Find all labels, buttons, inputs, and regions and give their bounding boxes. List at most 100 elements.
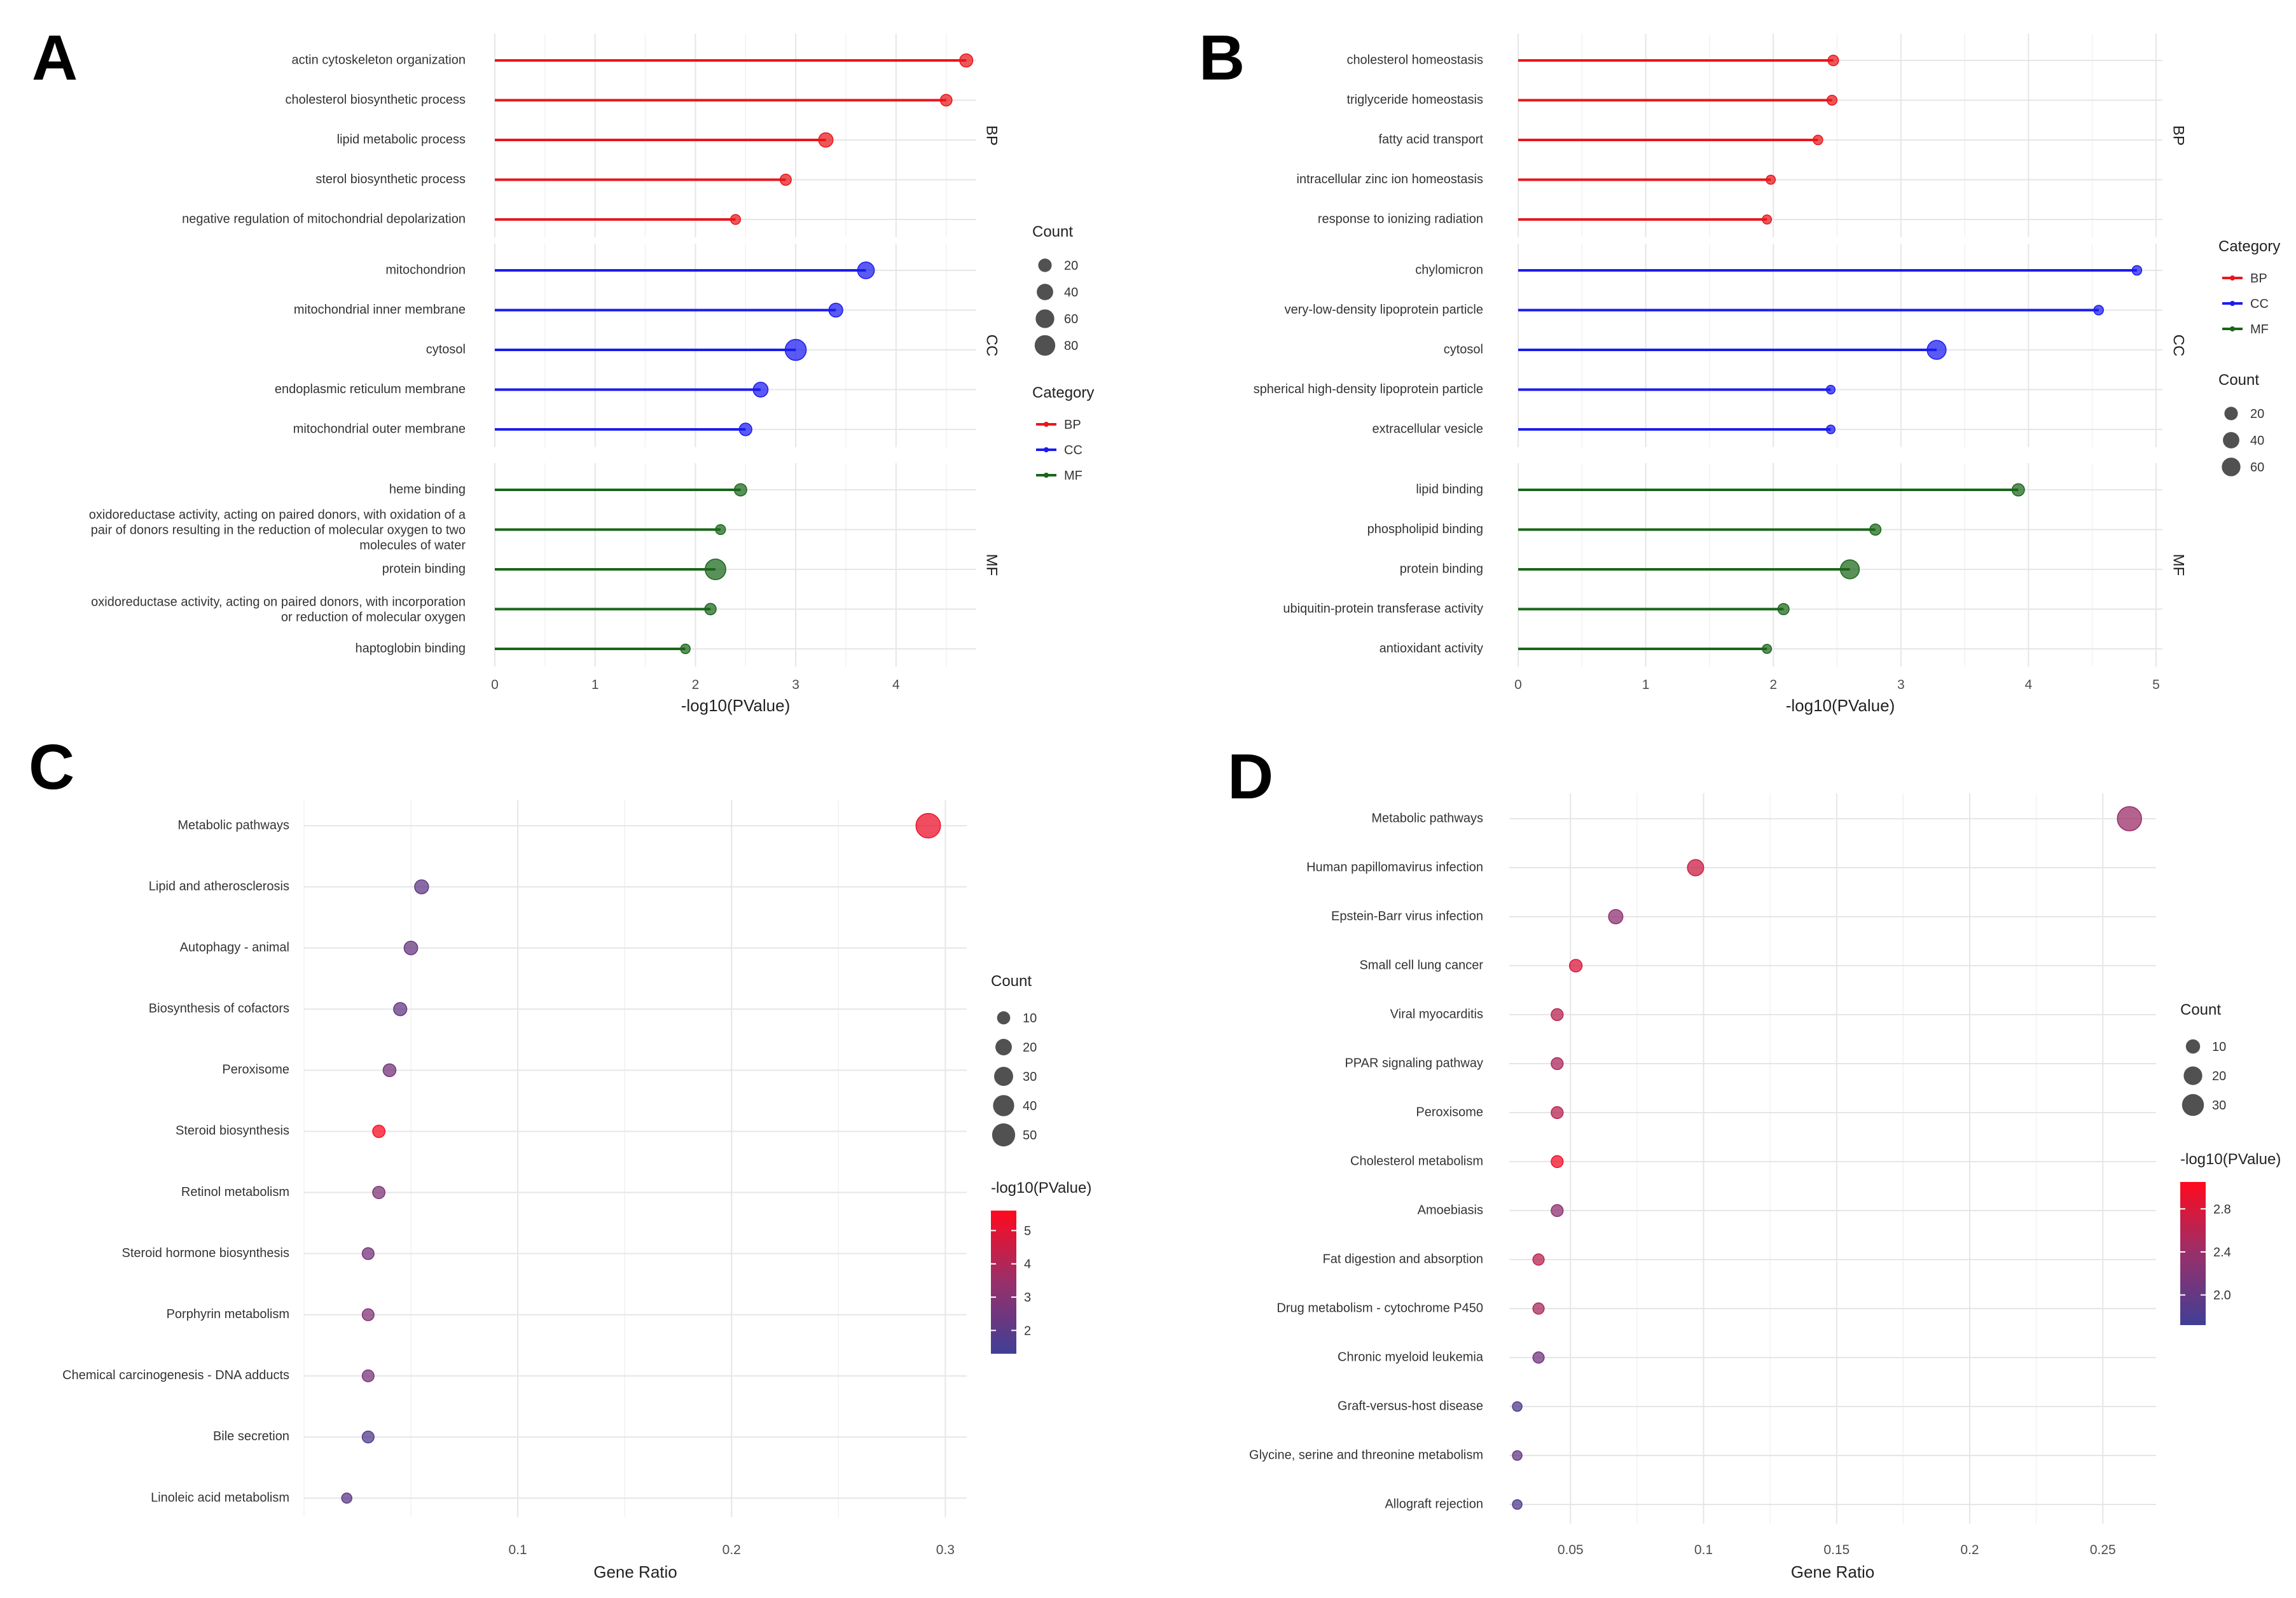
x-tick-label: 0.2 bbox=[1960, 1543, 1979, 1557]
panel-label: C bbox=[29, 732, 74, 803]
term-label-phospholipid-binding: phospholipid binding bbox=[1367, 522, 1483, 536]
term-label-steroid-biosynthesis: Steroid biosynthesis bbox=[176, 1124, 289, 1138]
facet-mf: MF lipid binding phospholipid binding prote… bbox=[1283, 463, 2187, 667]
dot-biosynthesis-of-cofactors bbox=[393, 1002, 408, 1017]
count-legend-key bbox=[1038, 258, 1052, 272]
panel-a-go-lollipop: A BP actin cytoskeleton organization choles… bbox=[32, 22, 1094, 715]
term-label-extracellular-vesicle: extracellular vesicle bbox=[1372, 422, 1483, 436]
lollipop-point-cholesterol-homeostasis bbox=[1827, 54, 1839, 67]
dot-peroxisome bbox=[1551, 1106, 1564, 1120]
x-axis-title: -log10(PValue) bbox=[1786, 696, 1895, 715]
term-label-endoplasmic-reticulum-membrane: endoplasmic reticulum membrane bbox=[275, 382, 466, 396]
lollipop-point-mitochondrial-outer-membrane bbox=[738, 422, 752, 436]
term-label-mitochondrial-outer-membrane: mitochondrial outer membrane bbox=[293, 422, 466, 436]
count-legend-key bbox=[1035, 309, 1055, 328]
x-axis-title: Gene Ratio bbox=[1791, 1562, 1875, 1581]
category-legend-label: BP bbox=[2250, 272, 2267, 286]
x-tick-label: 0.1 bbox=[509, 1543, 527, 1557]
lollipop-point-protein-binding bbox=[1839, 559, 1860, 580]
color-legend-title: -log10(PValue) bbox=[991, 1179, 1091, 1197]
category-legend-key bbox=[1044, 447, 1049, 452]
facet-cc: CC chylomicron very-low-density lipoprotei… bbox=[1254, 244, 2187, 447]
panel-c-kegg-dotplot: C Metabolic pathways Lipid and atheroscler… bbox=[29, 732, 1091, 1581]
colorbar-tick-label: 2 bbox=[1024, 1324, 1031, 1338]
x-tick-label: 0 bbox=[491, 677, 499, 692]
category-legend-label: CC bbox=[2250, 297, 2269, 311]
dot-lipid-and-atherosclerosis bbox=[414, 879, 429, 894]
term-label-antioxidant-activity: antioxidant activity bbox=[1380, 641, 1483, 655]
term-label-cholesterol-metabolism: Cholesterol metabolism bbox=[1350, 1154, 1483, 1168]
term-label-lipid-metabolic-process: lipid metabolic process bbox=[337, 132, 466, 146]
lollipop-point-lipid-binding bbox=[2011, 483, 2025, 497]
term-label-mitochondrial-inner-membrane: mitochondrial inner membrane bbox=[294, 303, 466, 317]
x-tick-label: 0.15 bbox=[1823, 1543, 1850, 1557]
count-legend-label: 60 bbox=[1064, 312, 1078, 326]
count-legend-label: 80 bbox=[1064, 339, 1078, 353]
term-label-cytosol: cytosol bbox=[1444, 342, 1483, 356]
colorbar-tick-label: 3 bbox=[1024, 1291, 1031, 1305]
term-label-fatty-acid-transport: fatty acid transport bbox=[1378, 132, 1483, 146]
x-axis-title: -log10(PValue) bbox=[681, 696, 791, 715]
term-label-retinol-metabolism: Retinol metabolism bbox=[181, 1185, 289, 1199]
term-label-small-cell-lung-cancer: Small cell lung cancer bbox=[1359, 958, 1483, 972]
count-legend-label: 60 bbox=[2250, 461, 2264, 475]
dot-epstein-barr-virus-infection bbox=[1608, 909, 1624, 924]
dot-steroid-hormone-biosynthesis bbox=[361, 1247, 375, 1260]
dot-fat-digestion-and-absorption bbox=[1532, 1253, 1545, 1266]
count-legend-key bbox=[2185, 1039, 2201, 1054]
lollipop-point-lipid-metabolic-process bbox=[818, 132, 834, 148]
term-label-protein-binding: protein binding bbox=[1400, 562, 1483, 576]
lollipop-point-antioxidant-activity bbox=[1762, 644, 1773, 654]
count-legend-key bbox=[994, 1067, 1013, 1086]
x-axis-title: Gene Ratio bbox=[593, 1562, 677, 1581]
term-label-metabolic-pathways: Metabolic pathways bbox=[1371, 811, 1483, 825]
count-legend-key bbox=[2183, 1066, 2203, 1085]
lollipop-point-haptoglobin-binding bbox=[680, 643, 691, 655]
term-label-lipid-binding: lipid binding bbox=[1416, 482, 1483, 496]
dot-cholesterol-metabolism bbox=[1551, 1155, 1564, 1169]
lollipop-point-mitochondrion bbox=[857, 261, 875, 279]
lollipop-point-chylomicron bbox=[2131, 265, 2143, 276]
lollipop-point-triglyceride-homeostasis bbox=[1826, 94, 1838, 106]
facet-strip-mf: MF bbox=[2170, 554, 2187, 576]
color-legend-title: -log10(PValue) bbox=[2180, 1151, 2281, 1168]
x-tick-label: 0.1 bbox=[1694, 1543, 1713, 1557]
count-legend-label: 20 bbox=[1064, 259, 1078, 273]
lollipop-point-spherical-high-density-lipoprotein-particle bbox=[1825, 384, 1836, 395]
term-label-bile-secretion: Bile secretion bbox=[213, 1429, 289, 1443]
category-legend-key bbox=[1044, 473, 1049, 478]
count-legend-label: 10 bbox=[2212, 1040, 2226, 1054]
term-label-intracellular-zinc-ion-homeostasis: intracellular zinc ion homeostasis bbox=[1297, 172, 1483, 186]
count-legend-title: Count bbox=[1032, 223, 1073, 240]
dot-retinol-metabolism bbox=[372, 1186, 386, 1199]
lollipop-point-negative-regulation-of-mitochondrial-depolarization bbox=[730, 214, 742, 225]
term-label-response-to-ionizing-radiation: response to ionizing radiation bbox=[1318, 212, 1483, 226]
x-tick-label: 0.2 bbox=[723, 1543, 741, 1557]
x-tick-label: 0 bbox=[1514, 677, 1522, 692]
lollipop-point-cytosol bbox=[784, 338, 807, 361]
x-tick-label: 2 bbox=[1769, 677, 1777, 692]
dot-human-papillomavirus-infection bbox=[1687, 859, 1705, 877]
x-tick-label: 2 bbox=[692, 677, 700, 692]
term-label-cholesterol-biosynthetic-process: cholesterol biosynthetic process bbox=[286, 93, 466, 107]
panel-b-go-lollipop: B BP cholesterol homeostasis triglyceride h… bbox=[1199, 22, 2280, 715]
lollipop-point-fatty-acid-transport bbox=[1813, 134, 1823, 146]
facet-strip-bp: BP bbox=[2170, 125, 2187, 146]
term-label-actin-cytoskeleton-organization: actin cytoskeleton organization bbox=[292, 53, 466, 67]
term-label-chylomicron: chylomicron bbox=[1415, 263, 1483, 277]
dot-small-cell-lung-cancer bbox=[1569, 959, 1583, 973]
facet-strip-cc: CC bbox=[983, 335, 1000, 357]
lollipop-point-sterol-biosynthetic-process bbox=[779, 174, 792, 186]
count-legend: Count 10 20 30 bbox=[2180, 1001, 2226, 1116]
term-label-linoleic-acid-metabolism: Linoleic acid metabolism bbox=[151, 1490, 289, 1504]
facet-bp: BP cholesterol homeostasis triglyceride ho… bbox=[1297, 34, 2187, 237]
lollipop-point-ubiquitin-protein-transferase-activity bbox=[1777, 603, 1790, 615]
dot-porphyrin-metabolism bbox=[361, 1308, 375, 1321]
term-label-mitochondrion: mitochondrion bbox=[385, 263, 466, 277]
dot-glycine-serine-and-threonine-metabolism bbox=[1512, 1450, 1523, 1461]
x-tick-label: 3 bbox=[792, 677, 799, 692]
term-label-biosynthesis-of-cofactors: Biosynthesis of cofactors bbox=[149, 1002, 289, 1016]
colorbar-tick-label: 2.0 bbox=[2213, 1289, 2231, 1303]
lollipop-point-phospholipid-binding bbox=[1869, 524, 1882, 536]
